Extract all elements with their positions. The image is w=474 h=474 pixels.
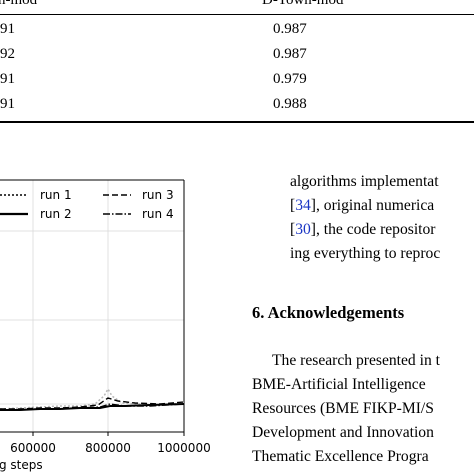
paragraph-line: BME-Artificial Intelligence: [252, 376, 426, 393]
paragraph-line: Thematic Excellence Progra: [252, 448, 429, 465]
table-midrule: [0, 14, 474, 15]
table-cell-right: 0.987: [273, 21, 307, 37]
table-cell-left: 91: [0, 21, 15, 37]
chart-legend: run 1 run 3 run 2 run 4: [0, 188, 174, 221]
x-tick-label: 1000000: [157, 441, 210, 455]
paragraph-line: [34], original numerica: [290, 197, 435, 214]
table-bottomrule: [0, 121, 474, 123]
series-run-3: [0, 397, 185, 410]
table-cell-right: 0.987: [273, 46, 307, 62]
legend-label-run-2: run 2: [40, 207, 72, 221]
line-chart: run 1 run 3 run 2 run 4 600000 800000 10…: [0, 179, 211, 472]
paragraph-line: algorithms implementat: [290, 173, 439, 190]
citation-link[interactable]: 30: [295, 221, 311, 238]
paragraph-line: The research presented in t: [272, 352, 440, 369]
citation-link[interactable]: 34: [295, 197, 311, 214]
legend-label-run-4: run 4: [142, 207, 174, 221]
paragraph-line: [30], the code repositor: [290, 221, 436, 238]
x-axis-label: g steps: [0, 458, 43, 472]
x-tick-label: 600000: [10, 441, 56, 455]
table-cell-left: 91: [0, 96, 15, 112]
table-header-left: n-mod: [0, 0, 38, 8]
section-heading: 6. Acknowledgements: [252, 303, 405, 322]
table-cell-right: 0.988: [273, 96, 307, 112]
table-cell-left: 92: [0, 46, 15, 62]
table-cell-left: 91: [0, 71, 15, 87]
paragraph-line: Resources (BME FIKP-MI/S: [252, 400, 434, 417]
series-run-1: [0, 387, 185, 410]
series-run-2: [0, 403, 185, 411]
paragraph-line: ing everything to reproc: [290, 245, 441, 262]
table-cell-right: 0.979: [273, 71, 307, 87]
table-header-right: D-Town-mod: [262, 0, 344, 8]
paragraph-line: Development and Innovation: [252, 424, 434, 441]
x-tick-label: 800000: [85, 441, 131, 455]
legend-label-run-3: run 3: [142, 188, 174, 202]
legend-label-run-1: run 1: [40, 188, 72, 202]
